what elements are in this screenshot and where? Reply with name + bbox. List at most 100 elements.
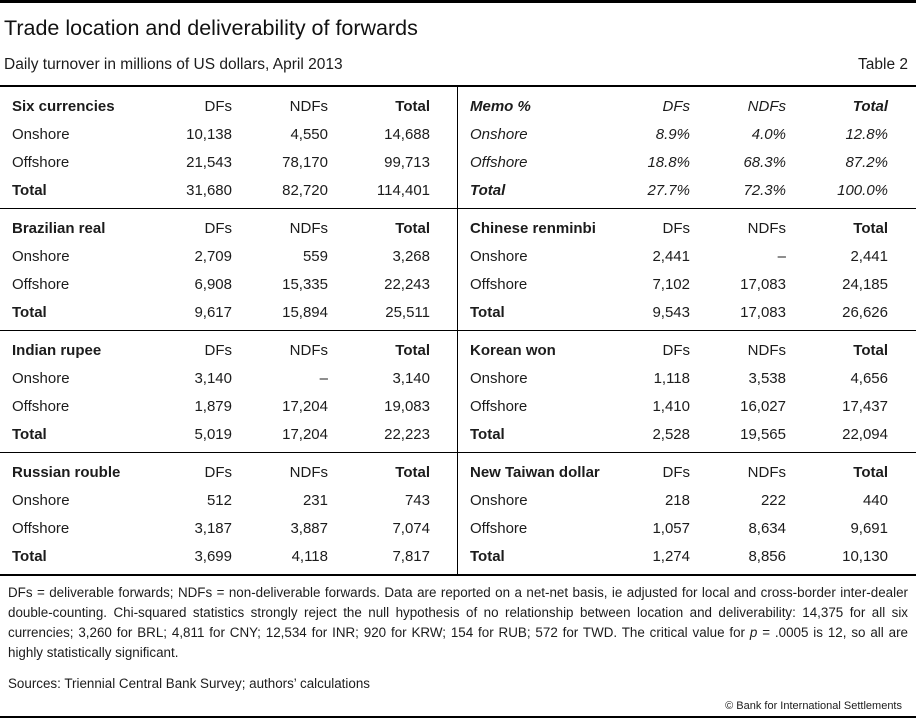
table-row: Offshore 1,410 16,027 17,437: [470, 392, 888, 420]
value-cell: 15,894: [282, 303, 328, 321]
row-label: Onshore: [12, 369, 70, 387]
value-cell: 4,550: [290, 125, 328, 143]
value-cell: 10,138: [186, 125, 232, 143]
value-cell: 9,691: [850, 519, 888, 537]
table-row: Offshore 21,543 78,170 99,713: [12, 148, 430, 176]
value-cell: 14,688: [384, 125, 430, 143]
block-title: Brazilian real: [12, 219, 106, 237]
table-band: Six currencies DFs NDFs Total Onshore 10,138 4…: [0, 87, 916, 208]
column-header-dfs: DFs: [662, 97, 691, 115]
value-cell: 1,118: [653, 369, 690, 387]
column-header-total: Total: [395, 463, 430, 481]
column-header-ndfs: NDFs: [289, 463, 328, 481]
value-cell: 68.3%: [743, 153, 786, 171]
table-band: Indian rupee DFs NDFs Total Onshore 3,140 – 3,1…: [0, 330, 916, 452]
column-header-total: Total: [853, 341, 888, 359]
value-cell: 4,118: [291, 547, 328, 565]
column-header-ndfs: NDFs: [289, 219, 328, 237]
page-title: Trade location and deliverability of for…: [4, 16, 418, 40]
table-block-indian-rupee: Indian rupee DFs NDFs Total Onshore 3,140 – 3,1…: [0, 331, 458, 452]
value-cell: 12.8%: [845, 125, 888, 143]
column-header-total: Total: [395, 341, 430, 359]
table-header-row: Korean won DFs NDFs Total: [470, 336, 888, 364]
value-cell: 2,441: [652, 247, 690, 265]
table-row: Total 27.7% 72.3% 100.0%: [470, 176, 888, 204]
row-label: Total: [470, 181, 506, 199]
subtitle-row: Daily turnover in millions of US dollars…: [4, 56, 908, 74]
table-band: Brazilian real DFs NDFs Total Onshore 2,709 55…: [0, 208, 916, 330]
table-row: Total 9,543 17,083 26,626: [470, 298, 888, 326]
column-header-ndfs: NDFs: [747, 97, 786, 115]
value-cell: 231: [302, 491, 328, 509]
table-band: Russian rouble DFs NDFs Total Onshore 512 231 7…: [0, 452, 916, 574]
row-label: Offshore: [12, 275, 70, 293]
column-header-total: Total: [395, 219, 430, 237]
block-title: Chinese renminbi: [470, 219, 596, 237]
row-label: Onshore: [470, 491, 528, 509]
table-block-six-currencies: Six currencies DFs NDFs Total Onshore 10,138 4…: [0, 87, 458, 208]
row-label: Total: [12, 303, 47, 321]
table-block-russian-rouble: Russian rouble DFs NDFs Total Onshore 512 231 7…: [0, 453, 458, 574]
table-row: Offshore 18.8% 68.3% 87.2%: [470, 148, 888, 176]
column-header-dfs: DFs: [662, 341, 691, 359]
column-header-ndfs: NDFs: [747, 463, 786, 481]
value-cell: 17,204: [282, 397, 328, 415]
table-row: Offshore 1,057 8,634 9,691: [470, 514, 888, 542]
column-header-total: Total: [852, 97, 888, 115]
value-cell: 5,019: [194, 425, 232, 443]
top-rule: [0, 0, 916, 3]
value-cell: 9,543: [652, 303, 690, 321]
value-cell: 17,437: [842, 397, 888, 415]
value-cell: 512: [206, 491, 232, 509]
table-header-row: Memo % DFs NDFs Total: [470, 92, 888, 120]
row-label: Total: [470, 425, 505, 443]
table-block-memo: Memo % DFs NDFs Total Onshore 8.9% 4.0% 12.8% Of…: [458, 87, 916, 208]
table-row: Onshore 10,138 4,550 14,688: [12, 120, 430, 148]
table-block-brazilian-real: Brazilian real DFs NDFs Total Onshore 2,709 55…: [0, 209, 458, 330]
column-header-total: Total: [853, 219, 888, 237]
table-row: Total 5,019 17,204 22,223: [12, 420, 430, 448]
value-cell: 8,634: [748, 519, 786, 537]
value-cell: 8.9%: [655, 125, 690, 143]
value-cell: 8,856: [748, 547, 786, 565]
block-title: Russian rouble: [12, 463, 121, 481]
value-cell: 17,204: [282, 425, 328, 443]
footnote-text-part2: = .0005 is 12, so all are highly statist…: [8, 625, 908, 660]
column-header-total: Total: [395, 97, 430, 115]
table-row: Total 9,617 15,894 25,511: [12, 298, 430, 326]
value-cell: 3,538: [748, 369, 786, 387]
row-label: Offshore: [12, 397, 70, 415]
value-cell: 21,543: [186, 153, 232, 171]
value-cell: 743: [404, 491, 430, 509]
column-header-dfs: DFs: [204, 97, 233, 115]
value-cell: 78,170: [282, 153, 328, 171]
column-header-dfs: DFs: [204, 341, 233, 359]
row-label: Offshore: [470, 153, 528, 171]
column-header-ndfs: NDFs: [289, 97, 328, 115]
row-label: Offshore: [470, 397, 528, 415]
value-cell: 1,879: [194, 397, 232, 415]
table-row: Onshore 2,709 559 3,268: [12, 242, 430, 270]
table-row: Offshore 7,102 17,083 24,185: [470, 270, 888, 298]
table-row: Offshore 1,879 17,204 19,083: [12, 392, 430, 420]
row-label: Total: [12, 425, 47, 443]
value-cell: 559: [302, 247, 328, 265]
block-title: Indian rupee: [12, 341, 102, 359]
value-cell: 7,102: [652, 275, 690, 293]
table-row: Total 1,274 8,856 10,130: [470, 542, 888, 570]
table-header-row: Six currencies DFs NDFs Total: [12, 92, 430, 120]
sources-line: Sources: Triennial Central Bank Survey; …: [8, 676, 370, 691]
turnover-table: Six currencies DFs NDFs Total Onshore 10,138 4…: [0, 85, 916, 576]
value-cell: 440: [862, 491, 888, 509]
value-cell: 222: [760, 491, 786, 509]
value-cell: 2,528: [652, 425, 690, 443]
value-cell: 218: [664, 491, 690, 509]
block-title: Six currencies: [12, 97, 115, 115]
table-row: Onshore 8.9% 4.0% 12.8%: [470, 120, 888, 148]
table-row: Onshore 218 222 440: [470, 486, 888, 514]
column-header-ndfs: NDFs: [747, 219, 786, 237]
p-value-symbol: p: [749, 625, 758, 640]
value-cell: 72.3%: [743, 181, 786, 199]
block-title: Korean won: [470, 341, 556, 359]
table-row: Offshore 3,187 3,887 7,074: [12, 514, 430, 542]
